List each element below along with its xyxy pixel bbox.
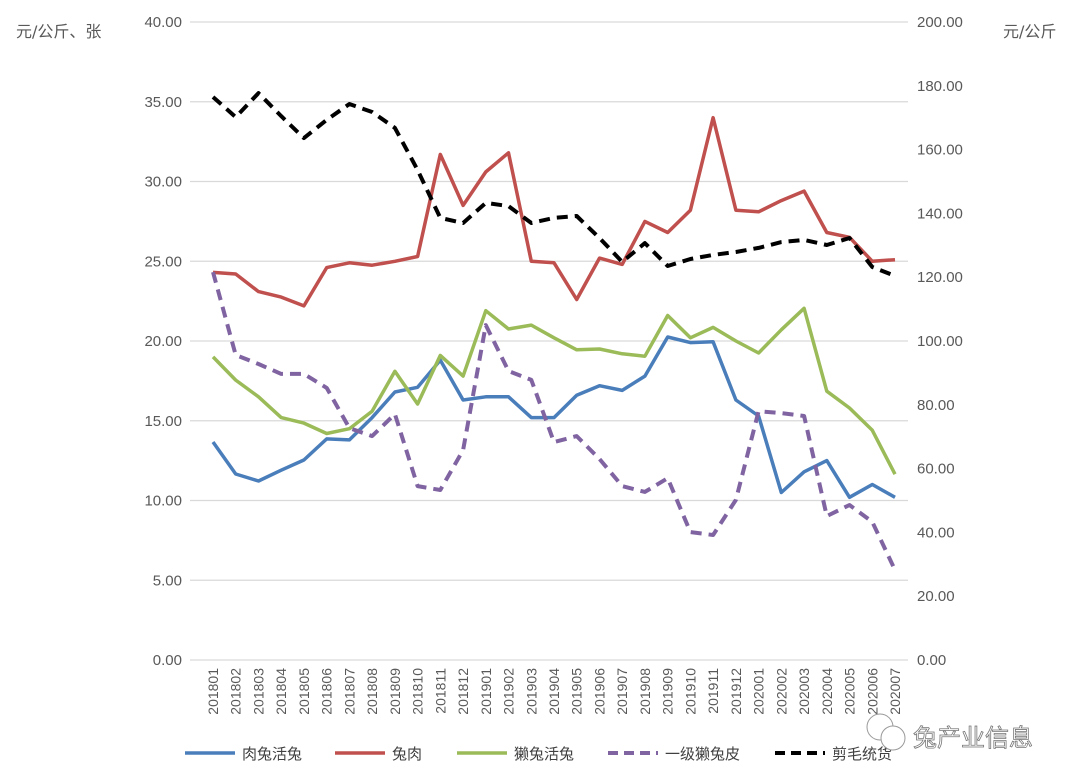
x-tick-label: 201911 [705, 668, 721, 714]
right-axis-label: 元/公斤 [1003, 22, 1056, 41]
right-tick-label: 20.00 [917, 588, 955, 605]
x-tick-label: 201910 [682, 668, 698, 715]
legend-item: 一级獭兔皮 [608, 745, 740, 763]
x-tick-label: 202001 [751, 668, 767, 715]
legend: 肉兔活兔 兔肉 獭兔活兔 一级獭兔皮 剪毛统货 [185, 745, 892, 763]
x-tick-label: 201907 [614, 668, 630, 715]
x-tick-label: 202006 [864, 668, 880, 715]
x-tick-label: 201909 [660, 668, 676, 715]
right-tick-label: 120.00 [917, 269, 963, 286]
legend-item: 兔肉 [335, 745, 422, 763]
x-tick-label: 201806 [319, 668, 335, 715]
left-tick-label: 5.00 [153, 572, 182, 589]
x-tick-label: 201906 [591, 668, 607, 715]
right-tick-label: 100.00 [917, 333, 963, 350]
right-tick-label: 60.00 [917, 461, 955, 478]
legend-item: 肉兔活兔 [185, 745, 302, 763]
x-tick-label: 202007 [887, 668, 903, 715]
legend-label: 兔肉 [392, 745, 422, 763]
right-tick-label: 0.00 [917, 652, 946, 669]
x-tick-label: 201808 [364, 668, 380, 715]
legend-label: 一级獭兔皮 [665, 745, 740, 763]
right-tick-label: 200.00 [917, 14, 963, 31]
right-tick-label: 40.00 [917, 524, 955, 541]
x-tick-label: 201809 [387, 668, 403, 715]
x-tick-label: 201803 [250, 668, 266, 715]
x-tick-label: 201805 [296, 668, 312, 715]
x-tick-label: 202002 [773, 668, 789, 715]
x-tick-label: 201912 [728, 668, 744, 715]
left-axis-ticks: 0.00 5.00 10.00 15.00 20.00 25.00 30.00 35.00 40… [144, 14, 182, 669]
x-tick-label: 201812 [455, 668, 471, 715]
x-tick-label: 201802 [228, 668, 244, 715]
x-tick-label: 201807 [341, 668, 357, 715]
left-tick-label: 20.00 [144, 333, 182, 350]
x-tick-label: 201905 [569, 668, 585, 715]
x-tick-label: 201903 [523, 668, 539, 715]
x-tick-label: 201901 [478, 668, 494, 715]
right-tick-label: 80.00 [917, 397, 955, 414]
x-tick-label: 201902 [501, 668, 517, 715]
right-tick-label: 140.00 [917, 205, 963, 222]
legend-label: 獭兔活兔 [514, 745, 574, 763]
x-tick-label: 201810 [410, 668, 426, 715]
left-tick-label: 0.00 [153, 652, 182, 669]
watermark-text: 兔产业信息 [913, 724, 1033, 752]
x-axis-ticks: 201801 201802 201803 201804 201805 201806 2018… [205, 668, 903, 715]
x-tick-label: 201804 [273, 668, 289, 715]
x-tick-label: 201904 [546, 668, 562, 715]
left-tick-label: 30.00 [144, 174, 182, 191]
right-tick-label: 160.00 [917, 142, 963, 159]
right-axis-ticks: 0.00 20.00 40.00 60.00 80.00 100.00 120.00 140.… [917, 14, 963, 669]
left-tick-label: 25.00 [144, 253, 182, 270]
watermark: 兔产业信息 [866, 713, 1033, 752]
left-tick-label: 10.00 [144, 493, 182, 510]
legend-item: 剪毛统货 [775, 745, 892, 763]
legend-item: 獭兔活兔 [457, 745, 574, 763]
x-tick-label: 202005 [842, 668, 858, 715]
x-tick-label: 201811 [432, 668, 448, 714]
series-lines [211, 91, 897, 571]
left-tick-label: 35.00 [144, 94, 182, 111]
legend-label: 肉兔活兔 [242, 745, 302, 763]
left-tick-label: 15.00 [144, 413, 182, 430]
right-tick-label: 180.00 [917, 78, 963, 95]
rabbit-logo-icon [866, 713, 906, 751]
left-axis-label: 元/公斤、张 [16, 22, 101, 41]
legend-label: 剪毛统货 [832, 745, 892, 763]
left-tick-label: 40.00 [144, 14, 182, 31]
x-tick-label: 202003 [796, 668, 812, 715]
x-tick-label: 202004 [819, 668, 835, 715]
x-tick-label: 201908 [637, 668, 653, 715]
x-tick-label: 201801 [205, 668, 221, 715]
